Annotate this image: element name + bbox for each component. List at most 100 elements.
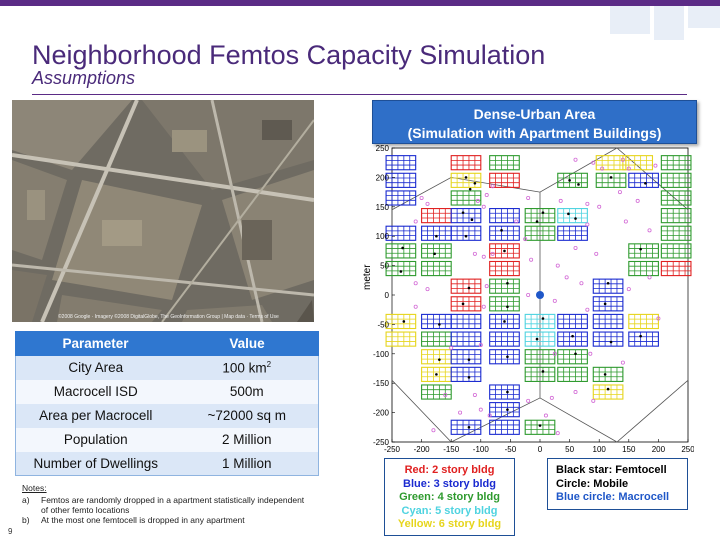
- apartment-building: [592, 366, 624, 382]
- building-legend-item: Blue: 3 story bldg: [403, 477, 496, 490]
- value-text: 100 km: [222, 360, 267, 376]
- apartment-building: [592, 313, 624, 330]
- mobile-marker: [552, 298, 557, 303]
- apartment-building: [385, 155, 417, 171]
- mobile-marker: [490, 184, 495, 189]
- apartment-building: [450, 172, 482, 188]
- corner-decoration: [610, 6, 720, 40]
- apartment-building: [421, 243, 452, 259]
- femtocell-marker: [500, 229, 503, 232]
- title-divider: [32, 94, 687, 95]
- femtocell-marker: [467, 376, 471, 379]
- apartment-building: [628, 243, 659, 259]
- symbol-legend: Black star: Femtocell Circle: Mobile Blue …: [547, 458, 688, 510]
- apartment-building: [524, 349, 556, 365]
- table-row: Number of Dwellings 1 Million: [15, 451, 319, 476]
- mobile-marker: [591, 398, 596, 403]
- femtocell-marker: [506, 305, 509, 309]
- mobile-marker: [573, 390, 578, 395]
- mobile-marker: [549, 395, 554, 400]
- y-tick-label: -150: [373, 379, 390, 388]
- slide-subtitle: Assumptions: [32, 68, 136, 88]
- femtocell-marker: [541, 211, 545, 214]
- mobile-marker: [472, 392, 477, 397]
- mobile-marker: [620, 360, 625, 365]
- x-tick-label: -250: [384, 445, 401, 454]
- femtocell-marker: [506, 355, 509, 359]
- apartment-building: [385, 172, 417, 188]
- apartment-building: [660, 225, 692, 241]
- building-legend-item: Green: 4 story bldg: [399, 491, 500, 503]
- femtocell-marker: [609, 176, 613, 179]
- notes-section: Notes: a) Femtos are randomly dropped in…: [22, 483, 307, 525]
- apartment-building: [557, 225, 588, 241]
- table-row: City Area 100 km2: [15, 355, 319, 380]
- apartment-building: [660, 243, 692, 259]
- mobile-marker: [526, 398, 531, 403]
- femtocell-marker: [603, 302, 607, 306]
- femtocell-marker: [467, 286, 471, 290]
- mobile-marker: [623, 219, 628, 224]
- photo-credit: ©2008 Google · Imagery ©2008 DigitalGlob…: [58, 314, 279, 320]
- x-tick-label: -100: [473, 445, 490, 454]
- note-item: b) At the most one femtocell is dropped …: [22, 515, 307, 525]
- femtocell-marker: [461, 302, 465, 306]
- femtocell-marker: [577, 183, 580, 186]
- apartment-building: [628, 172, 659, 188]
- mobile-marker: [484, 284, 489, 289]
- femtocell-marker: [606, 281, 610, 285]
- apartment-building: [592, 331, 624, 347]
- apartment-building: [595, 155, 627, 171]
- femtocell-marker: [438, 358, 441, 361]
- apartment-building: [450, 419, 482, 435]
- header-parameter: Parameter: [15, 331, 176, 356]
- symbol-legend-item: Circle: Mobile: [556, 477, 629, 490]
- apartment-building: [660, 172, 692, 188]
- apartment-building: [524, 331, 556, 347]
- apartment-building: [628, 313, 659, 330]
- apartment-building: [385, 313, 417, 330]
- mobile-marker: [555, 263, 560, 268]
- mobile-marker: [481, 254, 486, 259]
- apartment-building: [524, 366, 556, 382]
- y-tick-label: -250: [373, 438, 390, 447]
- femtocell-marker: [402, 320, 406, 323]
- apartment-building: [489, 260, 520, 277]
- mobile-marker: [514, 219, 519, 224]
- femtocell-marker: [535, 220, 539, 223]
- mobile-marker: [585, 222, 590, 227]
- mobile-marker: [647, 228, 652, 233]
- y-tick-label: 0: [385, 291, 390, 300]
- femtocell-marker: [506, 281, 509, 285]
- apartment-building: [489, 208, 520, 224]
- femtocell-marker: [639, 334, 642, 338]
- apartment-building: [489, 172, 520, 188]
- macrocell-marker: [536, 291, 544, 299]
- mobile-marker: [419, 195, 424, 200]
- note-item: a) Femtos are randomly dropped in a apar…: [22, 495, 307, 515]
- mobile-marker: [626, 287, 631, 292]
- apartment-building: [385, 225, 417, 241]
- apartment-building: [489, 384, 520, 400]
- table-row: Population 2 Million: [15, 427, 319, 452]
- apartment-building: [450, 225, 482, 241]
- notes-heading: Notes:: [22, 483, 47, 493]
- apartment-building: [450, 155, 482, 171]
- mobile-marker: [594, 251, 599, 256]
- femtocell-marker: [639, 247, 642, 251]
- apartment-building: [385, 190, 417, 206]
- apartment-building: [421, 208, 452, 224]
- apartment-building: [557, 366, 588, 382]
- apartment-building: [660, 190, 692, 206]
- femtocell-marker: [433, 252, 436, 256]
- femtocell-marker: [473, 181, 477, 185]
- note-text: At the most one femtocell is dropped in …: [41, 515, 245, 525]
- apartment-building: [450, 208, 482, 224]
- apartment-building: [385, 243, 417, 259]
- y-tick-label: 100: [376, 232, 390, 241]
- mobile-marker: [431, 428, 436, 433]
- femtocell-marker: [435, 234, 438, 238]
- mobile-marker: [585, 201, 590, 206]
- mobile-marker: [543, 413, 548, 418]
- femtocell-marker: [438, 323, 441, 326]
